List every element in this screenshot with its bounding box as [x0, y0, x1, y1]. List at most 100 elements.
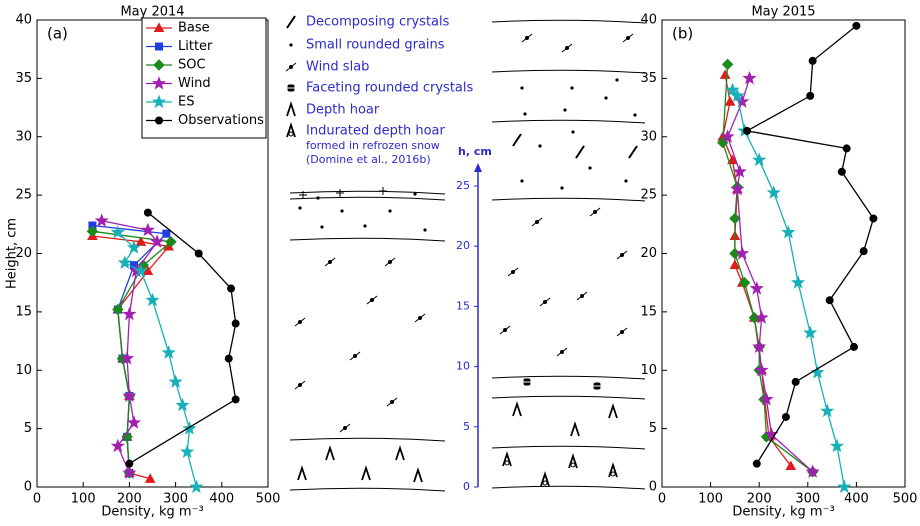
symbol	[413, 192, 417, 196]
x-tick-label: 300	[795, 492, 820, 507]
series-line	[722, 74, 792, 467]
symbol	[523, 112, 527, 116]
layer-boundary	[491, 375, 646, 380]
marker	[805, 464, 820, 478]
symbol	[615, 78, 619, 82]
marker	[717, 136, 729, 149]
series-line	[731, 89, 845, 488]
marker	[724, 96, 736, 106]
marker	[153, 22, 165, 32]
x-tick-label: 400	[844, 492, 869, 507]
marker	[189, 479, 204, 494]
x-tick-label: 0	[658, 492, 666, 507]
symbol	[511, 270, 515, 274]
y-axis-label: Height, cm	[5, 218, 20, 289]
symbol	[570, 86, 574, 90]
marker	[719, 69, 731, 79]
y-tick-label: 10	[640, 363, 657, 378]
layer-boundary	[289, 196, 446, 201]
marker	[144, 473, 156, 483]
legend-label: Decomposing crystals	[306, 15, 450, 30]
marker	[231, 395, 240, 404]
marker	[155, 42, 163, 51]
x-tick-label: 500	[256, 492, 281, 507]
symbol	[525, 36, 529, 40]
series-line	[726, 78, 814, 473]
marker	[145, 292, 160, 307]
symbol	[571, 130, 575, 134]
marker	[133, 263, 149, 278]
marker	[759, 391, 774, 406]
marker	[738, 276, 751, 289]
marker	[143, 208, 152, 217]
x-tick-label: 100	[698, 492, 723, 507]
marker	[859, 247, 868, 256]
layer-boundary	[491, 197, 646, 202]
symbol	[353, 354, 357, 358]
layer-boundary	[491, 445, 646, 450]
symbol	[418, 316, 422, 320]
series-line	[101, 220, 158, 474]
symbol	[624, 179, 628, 183]
symbol	[604, 96, 608, 100]
symbol	[370, 298, 374, 302]
series-line	[129, 212, 237, 465]
marker	[727, 154, 738, 165]
marker	[121, 431, 133, 443]
marker	[730, 181, 745, 196]
layer-boundary	[491, 395, 646, 400]
symbol	[628, 145, 638, 159]
y-tick-label: 30	[15, 129, 32, 144]
layer-boundary	[491, 119, 646, 124]
symbol	[388, 260, 392, 264]
y-tick-label: 35	[15, 71, 32, 86]
symbol	[286, 101, 296, 117]
marker	[231, 319, 240, 328]
marker	[752, 152, 767, 167]
marker	[729, 259, 741, 270]
marker	[153, 59, 165, 71]
symbol	[633, 113, 637, 117]
marker	[725, 82, 740, 97]
marker	[869, 214, 878, 223]
marker	[829, 438, 845, 453]
y-tick-label: 20	[15, 246, 32, 261]
symbol	[343, 426, 347, 430]
marker	[150, 234, 165, 248]
marker	[224, 354, 233, 363]
symbol	[512, 133, 522, 147]
symbol	[316, 196, 320, 200]
marker	[752, 459, 761, 468]
layer-boundary	[289, 237, 446, 242]
y-tick-label: 25	[15, 188, 32, 203]
x-tick-label: 500	[893, 492, 918, 507]
marker	[743, 126, 752, 135]
marker	[806, 91, 815, 100]
x-tick-label: 100	[71, 492, 96, 507]
symbol	[608, 403, 618, 419]
h-tick-label: 10	[456, 360, 470, 373]
marker	[122, 388, 137, 402]
marker	[837, 167, 846, 176]
series-line	[722, 64, 814, 473]
y-tick-label: 5	[649, 421, 657, 436]
symbol	[286, 122, 296, 138]
legend-note: (Domine et al., 2016b)	[306, 153, 431, 166]
symbol	[608, 462, 618, 478]
marker	[175, 397, 190, 412]
marker	[161, 345, 176, 359]
marker	[112, 303, 124, 316]
y-tick-label: 15	[640, 304, 657, 319]
symbol	[540, 471, 550, 487]
legend-label: Indurated depth hoar	[306, 124, 445, 139]
marker	[194, 249, 203, 258]
symbol	[340, 209, 344, 213]
symbol	[423, 228, 427, 232]
marker	[122, 306, 137, 321]
marker	[735, 246, 750, 260]
marker	[842, 144, 851, 153]
y-tick-label: 10	[15, 363, 32, 378]
layer-boundary	[289, 487, 446, 492]
h-axis-label: h, cm	[458, 145, 492, 158]
symbol	[502, 451, 512, 467]
